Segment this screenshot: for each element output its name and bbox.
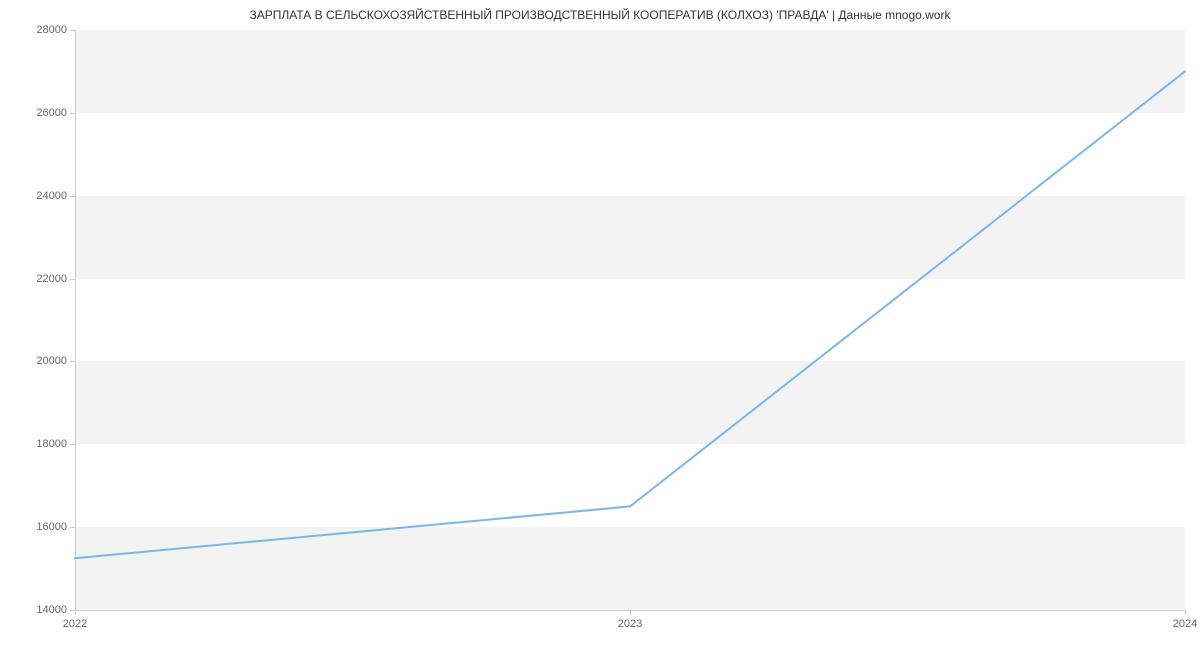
y-tick-label: 26000 [36, 107, 67, 119]
y-tick-label: 22000 [36, 273, 67, 285]
y-tick-label: 18000 [36, 438, 67, 450]
plot-area: 1400016000180002000022000240002600028000… [75, 30, 1185, 610]
chart-title: ЗАРПЛАТА В СЕЛЬСКОХОЗЯЙСТВЕННЫЙ ПРОИЗВОД… [0, 8, 1200, 22]
x-tick-mark [75, 610, 76, 615]
y-tick-label: 20000 [36, 355, 67, 367]
y-tick-label: 28000 [36, 24, 67, 36]
x-tick-mark [1185, 610, 1186, 615]
x-tick-label: 2022 [63, 618, 87, 630]
x-tick-label: 2024 [1173, 618, 1197, 630]
x-tick-mark [630, 610, 631, 615]
x-tick-label: 2023 [618, 618, 642, 630]
y-tick-label: 24000 [36, 190, 67, 202]
series-line [75, 71, 1185, 558]
line-series [75, 30, 1185, 610]
y-tick-label: 14000 [36, 604, 67, 616]
y-tick-label: 16000 [36, 521, 67, 533]
